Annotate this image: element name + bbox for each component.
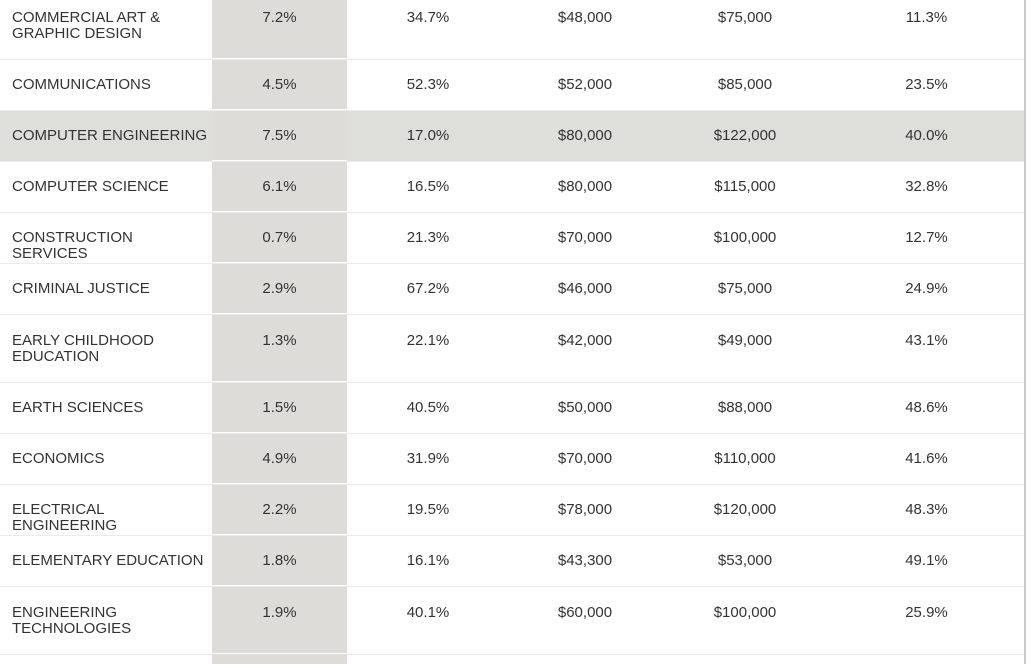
table-row[interactable]: CRIMINAL JUSTICE 2.9% 67.2% $46,000 $75,… — [0, 264, 1024, 315]
starting-salary-value: $46,000 — [557, 280, 613, 297]
share-value: 1.3% — [212, 315, 347, 382]
starting-salary-value: $80,000 — [557, 178, 613, 195]
table-row[interactable]: COMMERCIAL ART & GRAPHIC DESIGN 7.2% 34.… — [0, 0, 1024, 60]
table-row[interactable]: ELEMENTARY EDUCATION 1.8% 16.1% $43,300 … — [0, 536, 1024, 587]
mid-career-salary-value: $85,000 — [717, 76, 773, 93]
table-row[interactable]: ENGINEERING TECHNOLOGIES 1.9% 40.1% $60,… — [0, 587, 1024, 655]
mid-career-salary-value: $110,000 — [714, 450, 776, 467]
scroll-edge — [1024, 0, 1026, 664]
starting-salary-value: $60,000 — [557, 604, 613, 621]
share-value: 7.5% — [212, 111, 347, 161]
grad-rate-value: 52.3% — [406, 76, 450, 93]
mid-career-salary-value: $53,000 — [717, 552, 773, 569]
share-value: 1.9% — [212, 587, 347, 654]
growth-value: 32.8% — [905, 178, 948, 195]
growth-value: 23.5% — [905, 76, 948, 93]
major-name: COMMUNICATIONS — [12, 76, 151, 93]
starting-salary-value: $70,000 — [557, 450, 613, 467]
major-name: ELEMENTARY EDUCATION — [12, 552, 204, 569]
grad-rate-value: 34.7% — [406, 9, 450, 26]
growth-value: 11.3% — [905, 9, 948, 26]
major-name: CRIMINAL JUSTICE — [12, 280, 150, 297]
mid-career-salary-value: $115,000 — [714, 178, 776, 195]
mid-career-salary-value: $122,000 — [713, 127, 777, 144]
share-column-continuation — [212, 654, 347, 664]
major-name: EARLY CHILDHOOD EDUCATION — [12, 332, 154, 365]
share-value: 1.8% — [212, 536, 347, 586]
major-name: EARTH SCIENCES — [12, 399, 144, 416]
table-row[interactable]: ELECTRICAL ENGINEERING 2.2% 19.5% $78,00… — [0, 485, 1024, 536]
grad-rate-value: 16.1% — [406, 552, 450, 569]
share-value: 2.2% — [212, 485, 347, 535]
grad-rate-value: 40.1% — [406, 604, 450, 621]
starting-salary-value: $78,000 — [557, 501, 613, 518]
table-row[interactable]: EARLY CHILDHOOD EDUCATION 1.3% 22.1% $42… — [0, 315, 1024, 383]
major-name: ECONOMICS — [12, 450, 105, 467]
grad-rate-value: 16.5% — [406, 178, 450, 195]
grad-rate-value: 31.9% — [406, 450, 450, 467]
growth-value: 12.7% — [905, 229, 948, 246]
mid-career-salary-value: $75,000 — [717, 280, 773, 297]
share-value: 4.5% — [212, 60, 347, 110]
starting-salary-value: $43,300 — [557, 552, 613, 569]
mid-career-salary-value: $88,000 — [717, 399, 773, 416]
starting-salary-value: $42,000 — [557, 332, 613, 349]
share-value: 2.9% — [212, 264, 347, 314]
mid-career-salary-value: $120,000 — [713, 501, 777, 518]
table-row[interactable]: COMMUNICATIONS 4.5% 52.3% $52,000 $85,00… — [0, 60, 1024, 111]
major-name: COMPUTER ENGINEERING — [12, 127, 208, 144]
major-name: COMMERCIAL ART & GRAPHIC DESIGN — [12, 9, 161, 42]
major-name: COMPUTER SCIENCE — [12, 178, 169, 195]
starting-salary-value: $48,000 — [557, 9, 613, 26]
growth-value: 43.1% — [905, 332, 948, 349]
table-row[interactable]: COMPUTER SCIENCE 6.1% 16.5% $80,000 $115… — [0, 162, 1024, 213]
table-row[interactable]: CONSTRUCTION SERVICES 0.7% 21.3% $70,000… — [0, 213, 1024, 264]
starting-salary-value: $80,000 — [557, 127, 613, 144]
starting-salary-value: $70,000 — [557, 229, 613, 246]
starting-salary-value: $52,000 — [557, 76, 613, 93]
growth-value: 24.9% — [905, 280, 948, 297]
grad-rate-value: 19.5% — [406, 501, 450, 518]
major-name: CONSTRUCTION SERVICES — [12, 229, 133, 262]
growth-value: 48.6% — [905, 399, 948, 416]
table-row-highlighted[interactable]: COMPUTER ENGINEERING 7.5% 17.0% $80,000 … — [0, 111, 1024, 162]
mid-career-salary-value: $49,000 — [717, 332, 773, 349]
table-row[interactable]: EARTH SCIENCES 1.5% 40.5% $50,000 $88,00… — [0, 383, 1024, 434]
growth-value: 49.1% — [905, 552, 948, 569]
mid-career-salary-value: $100,000 — [713, 229, 777, 246]
growth-value: 41.6% — [905, 450, 948, 467]
share-value: 6.1% — [212, 162, 347, 212]
mid-career-salary-value: $75,000 — [717, 9, 773, 26]
major-name: ELECTRICAL ENGINEERING — [12, 501, 118, 534]
next-row-partial — [0, 654, 1024, 664]
majors-table: COMMERCIAL ART & GRAPHIC DESIGN 7.2% 34.… — [0, 0, 1024, 655]
grad-rate-value: 17.0% — [406, 127, 450, 144]
major-name: ENGINEERING TECHNOLOGIES — [12, 604, 132, 637]
mid-career-salary-value: $100,000 — [713, 604, 777, 621]
grad-rate-value: 67.2% — [406, 280, 450, 297]
table-row[interactable]: ECONOMICS 4.9% 31.9% $70,000 $110,000 41… — [0, 434, 1024, 485]
share-value: 7.2% — [212, 0, 347, 59]
growth-value: 48.3% — [905, 501, 948, 518]
grad-rate-value: 21.3% — [406, 229, 450, 246]
starting-salary-value: $50,000 — [557, 399, 613, 416]
grad-rate-value: 22.1% — [406, 332, 450, 349]
share-value: 4.9% — [212, 434, 347, 484]
growth-value: 25.9% — [905, 604, 948, 621]
share-value: 1.5% — [212, 383, 347, 433]
share-value: 0.7% — [212, 213, 347, 263]
growth-value: 40.0% — [905, 127, 948, 144]
grad-rate-value: 40.5% — [406, 399, 450, 416]
